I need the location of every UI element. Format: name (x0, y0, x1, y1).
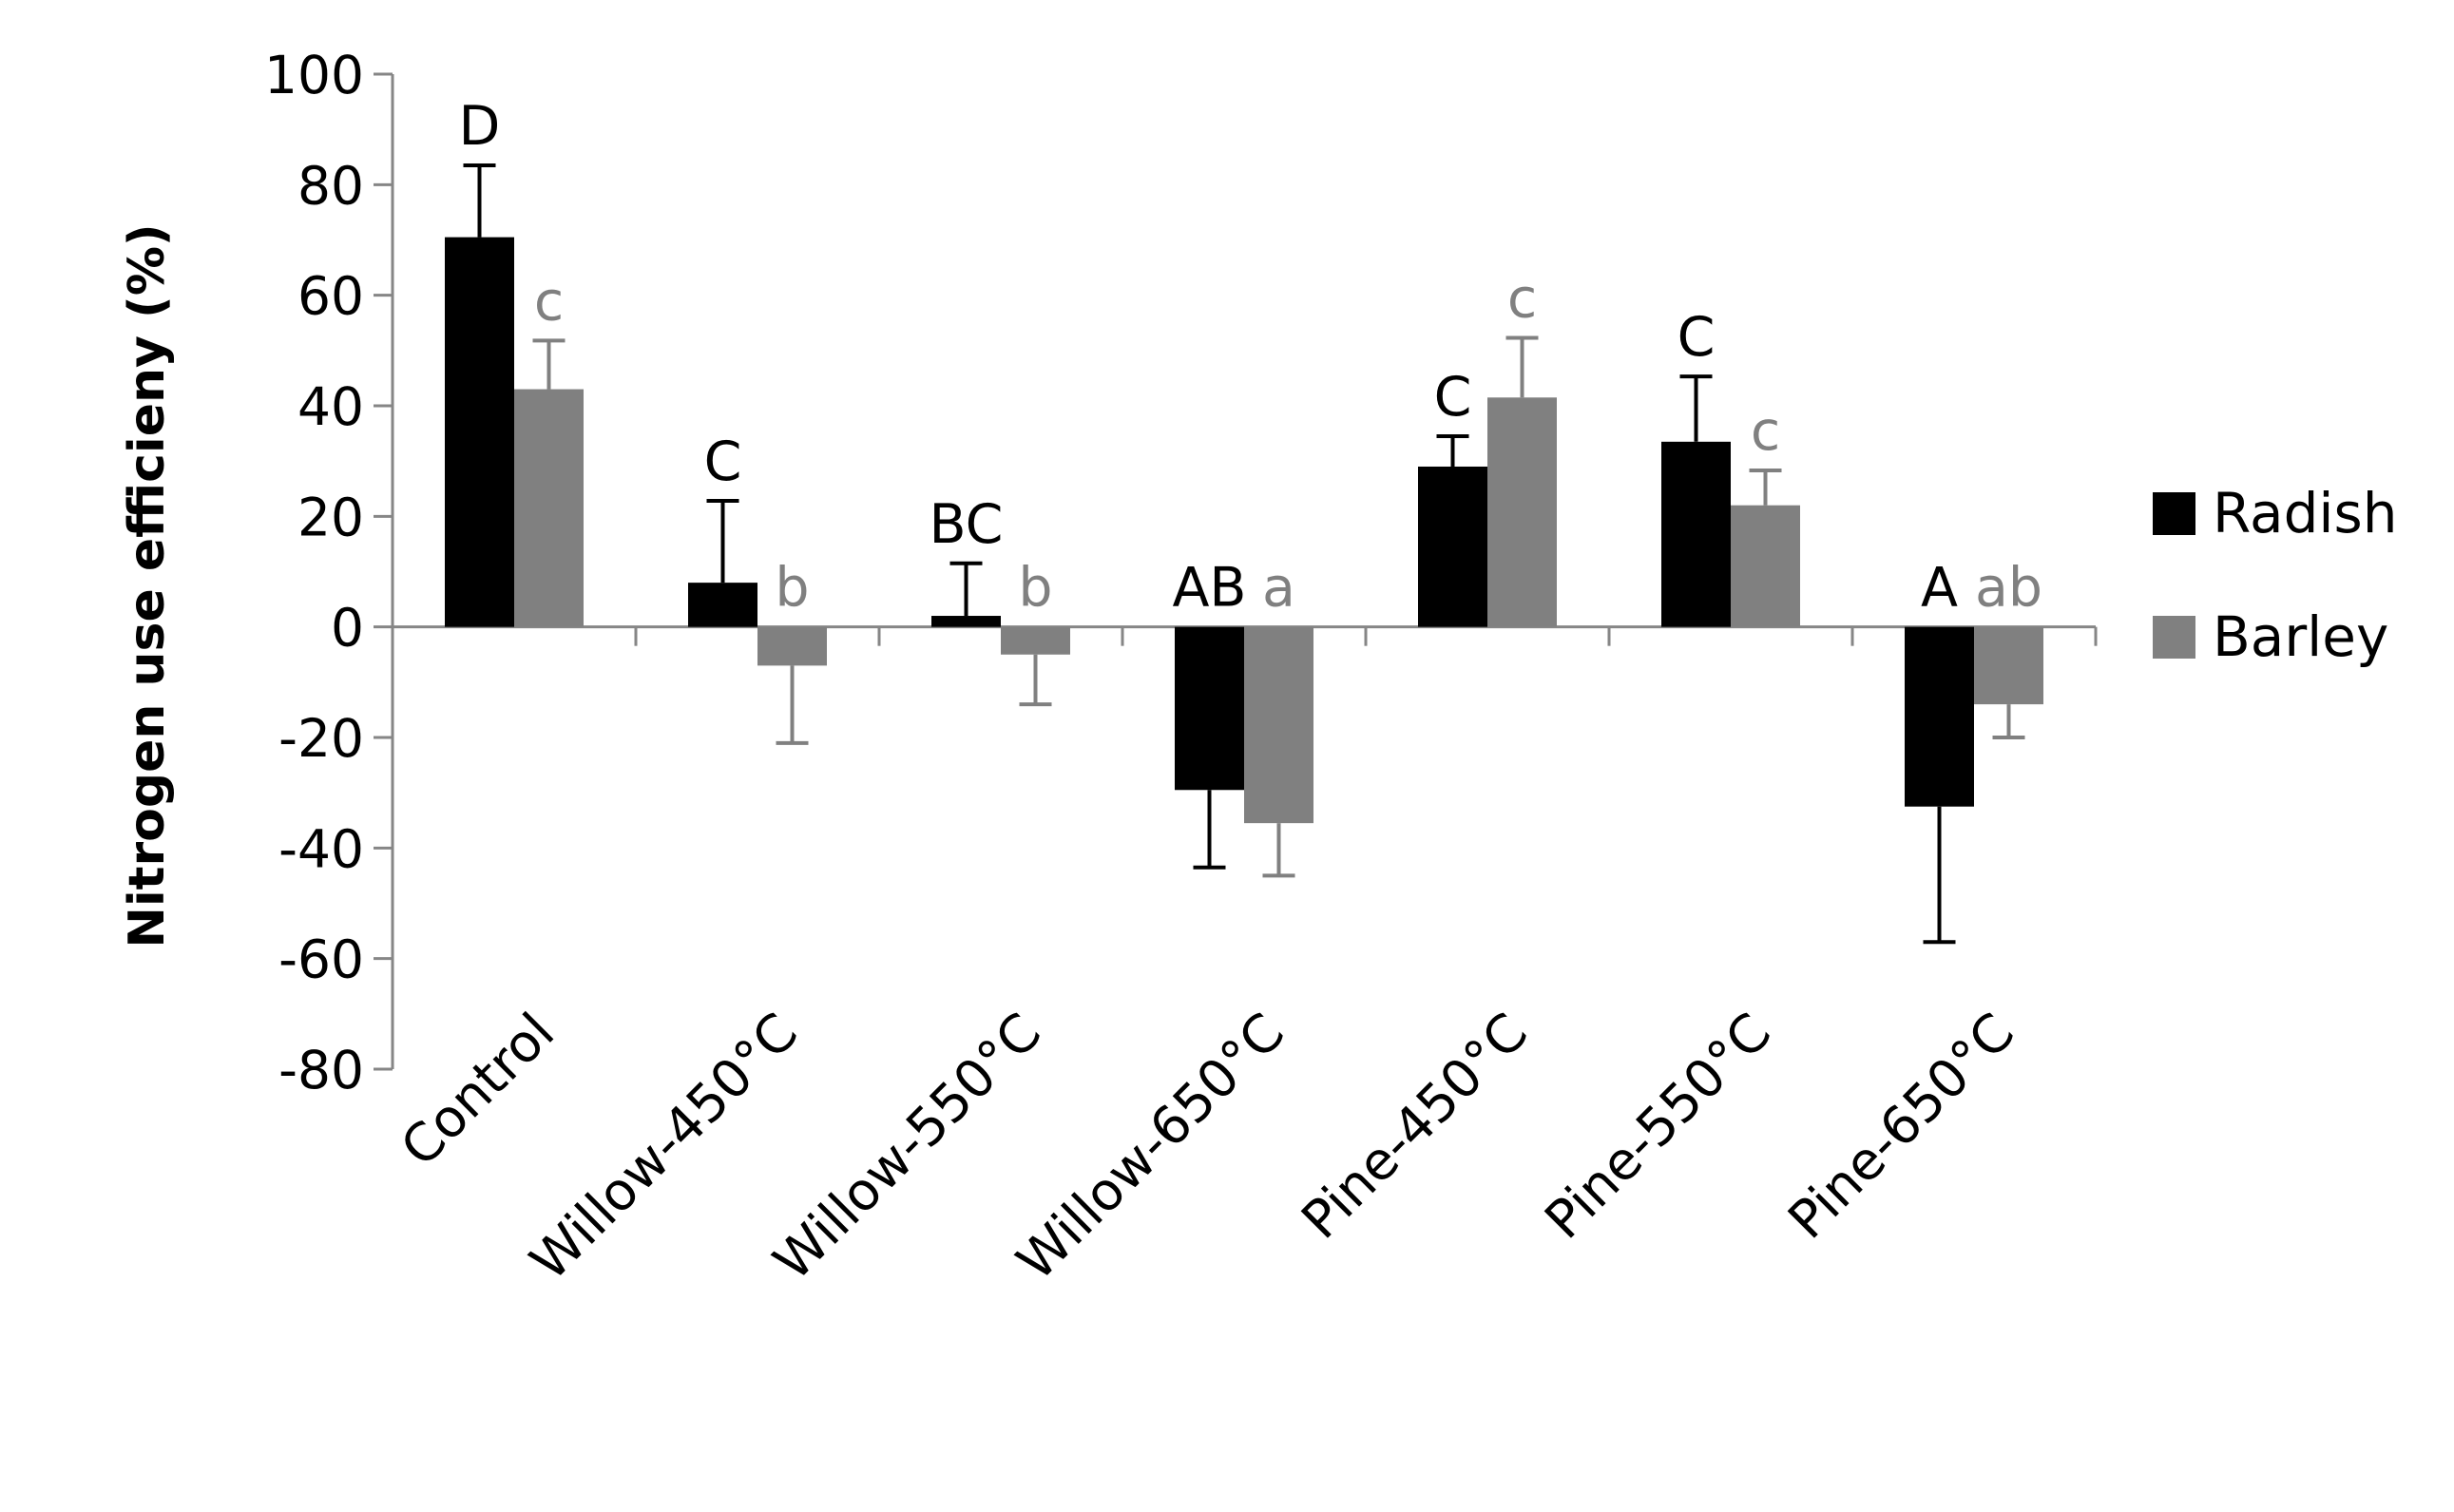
bar-barley (1001, 626, 1070, 655)
legend-swatch-barley (2153, 616, 2195, 659)
bar-radish (1418, 466, 1487, 627)
significance-letter: c (1507, 267, 1537, 330)
significance-letter: C (1678, 306, 1716, 369)
significance-letter: b (1018, 557, 1052, 620)
significance-letter: c (1751, 400, 1780, 463)
significance-letter: BC (930, 493, 1004, 556)
bar-radish (1175, 626, 1244, 791)
bar-radish (1661, 441, 1731, 627)
bar-barley (1487, 397, 1557, 627)
significance-letter: C (704, 431, 742, 493)
bar-barley (757, 626, 827, 666)
y-tick-label: -80 (278, 1040, 364, 1101)
y-axis-title: Nitrogen use efficieny (%) (119, 223, 176, 947)
x-category-label: Pine-650°C (1776, 1002, 2025, 1251)
y-tick-label: 80 (297, 155, 364, 216)
significance-letter: c (534, 270, 564, 333)
y-tick-label: 100 (264, 45, 364, 105)
significance-letter: AB (1172, 557, 1246, 620)
bar-barley (1731, 505, 1800, 627)
bar-radish (688, 583, 757, 627)
bar-radish (1905, 626, 1974, 807)
x-category-label: Pine-450°C (1290, 1002, 1539, 1251)
plot-area: 100 80 60 40 20 0 -20 -40 -60 -80 Nitrogen use eff… (119, 45, 2098, 1292)
significance-letter: a (1262, 557, 1295, 620)
significance-letter: D (459, 95, 501, 158)
y-tick-label: -40 (278, 818, 364, 879)
legend-swatch-radish (2153, 492, 2195, 535)
significance-letter: ab (1975, 557, 2042, 620)
bar-radish (445, 237, 514, 627)
significance-letter: C (1434, 366, 1472, 429)
x-category-label: Pine-550°C (1533, 1002, 1782, 1251)
y-tick-label: -20 (278, 708, 364, 769)
legend-label-radish: Radish (2213, 481, 2397, 545)
y-tick-label: 0 (331, 598, 364, 659)
bar-radish (931, 616, 1001, 627)
legend-label-barley: Barley (2213, 604, 2388, 669)
bar-barley (514, 389, 584, 627)
y-tick-label: 40 (297, 376, 364, 437)
bar-barley (1974, 626, 2043, 705)
significance-letter: b (775, 557, 809, 620)
y-tick-label: -60 (278, 929, 364, 990)
x-category-label: Control (389, 1002, 566, 1178)
y-tick-label: 20 (297, 487, 364, 547)
bar-barley (1244, 626, 1313, 824)
significance-letter: A (1921, 557, 1958, 620)
y-tick-label: 60 (297, 266, 364, 327)
legend: Radish Barley (2153, 481, 2397, 669)
